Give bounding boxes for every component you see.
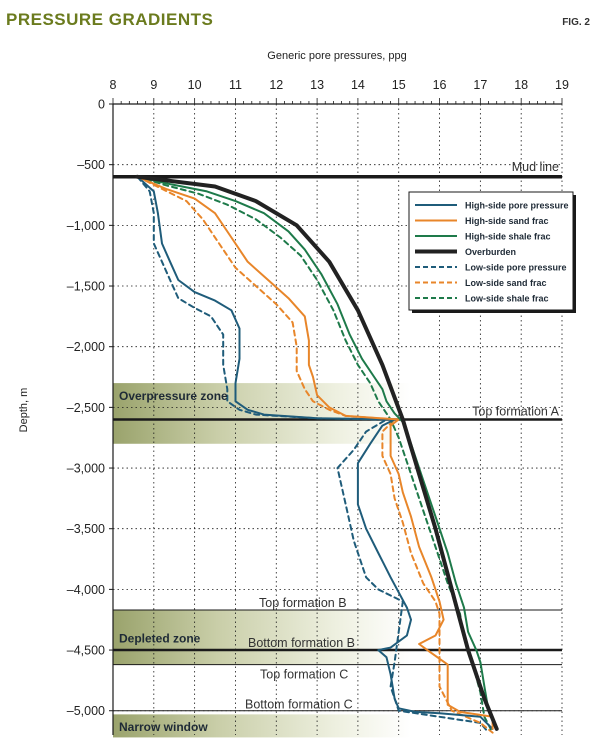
ticks-layer: 8 9 10 11 12 13 14 15 16 17 18 19 0 –500 –1,000 –1,500 –… (67, 78, 569, 718)
zone-band-depleted-zone (113, 610, 411, 665)
legend-label-low-side-sand-frac: Low-side sand frac (465, 278, 547, 288)
series-line-overburden (135, 174, 499, 731)
x-tick-label: 18 (514, 78, 528, 92)
x-axis-title: Generic pore pressures, ppg (267, 50, 406, 62)
marker-label-top-formation-b: Top formation B (259, 596, 347, 610)
legend-label-low-side-shale-frac: Low-side shale frac (465, 294, 549, 304)
figure-number: FIG. 2 (562, 17, 590, 28)
series-line-high-side-pore-pressure (136, 175, 494, 730)
y-tick-label: –3,500 (67, 522, 105, 536)
zone-band-narrow-window (113, 714, 411, 738)
y-tick-label: –4,000 (67, 583, 105, 597)
zone-label-narrow-window: Narrow window (119, 720, 208, 734)
legend-label-overburden: Overburden (465, 247, 516, 257)
legend-label-high-side-pore-pressure: High-side pore pressure (465, 201, 569, 211)
y-tick-label: –5,000 (67, 704, 105, 718)
y-tick-label: –2,000 (67, 340, 105, 354)
marker-label-top-formation-a: Top formation A (472, 405, 560, 419)
marker-label-bottom-formation-b: Bottom formation B (248, 636, 355, 650)
y-tick-label: –500 (77, 158, 105, 172)
legend: High-side pore pressure High-side sand fr… (408, 191, 576, 313)
zone-label-depleted-zone: Depleted zone (119, 631, 201, 645)
zones-layer (113, 383, 411, 738)
marker-label-top-formation-c: Top formation C (260, 668, 348, 682)
series-line-high-side-shale-frac (136, 175, 498, 730)
markers-layer (113, 175, 562, 712)
x-tick-label: 15 (392, 78, 406, 92)
x-tick-label: 9 (150, 78, 157, 92)
y-tick-label: –3,000 (67, 462, 105, 476)
x-tick-label: 11 (229, 78, 242, 92)
x-tick-label: 16 (433, 78, 447, 92)
y-axis-title: Depth, m (18, 388, 30, 433)
figure-title: PRESSURE GRADIENTS (6, 10, 213, 29)
x-tick-label: 17 (473, 78, 487, 92)
marker-label-bottom-formation-c: Bottom formation C (245, 698, 353, 712)
legend-label-low-side-pore-pressure: Low-side pore pressure (465, 263, 567, 273)
zone-label-overpressure-zone: Overpressure zone (119, 389, 228, 403)
legend-label-high-side-shale-frac: High-side shale frac (465, 232, 551, 242)
y-tick-label: 0 (98, 98, 105, 112)
x-tick-label: 13 (310, 78, 324, 92)
marker-label-mud-line: Mud line (512, 160, 559, 174)
series-line-high-side-sand-frac (136, 175, 494, 730)
y-tick-label: –2,500 (67, 401, 105, 415)
y-tick-label: –1,000 (67, 219, 105, 233)
labels-layer: Overpressure zone Depleted zone Narrow win… (119, 160, 560, 734)
x-tick-label: 10 (188, 78, 202, 92)
x-tick-label: 8 (110, 78, 117, 92)
x-tick-label: 12 (269, 78, 283, 92)
y-tick-label: –4,500 (67, 644, 105, 658)
series-layer (135, 174, 499, 734)
legend-label-high-side-sand-frac: High-side sand frac (465, 216, 549, 226)
x-tick-label: 14 (351, 78, 365, 92)
x-tick-label: 19 (555, 78, 569, 92)
y-tick-label: –1,500 (67, 280, 105, 294)
